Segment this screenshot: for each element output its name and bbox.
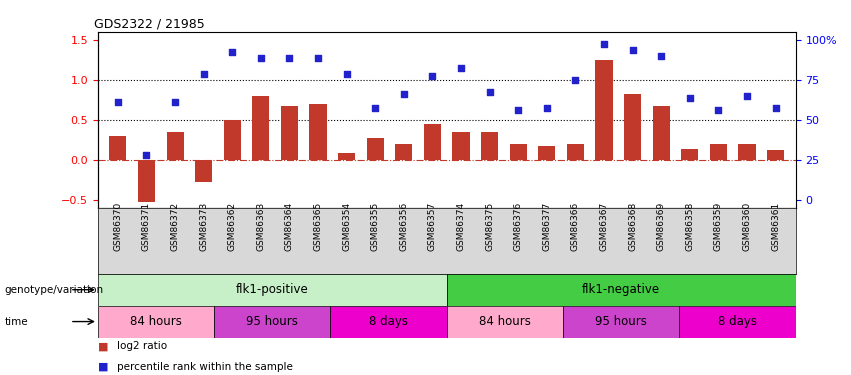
Point bbox=[768, 105, 782, 111]
Text: flk1-negative: flk1-negative bbox=[582, 283, 660, 296]
Point bbox=[483, 89, 496, 95]
Text: 84 hours: 84 hours bbox=[479, 315, 531, 328]
Bar bbox=[281, 106, 298, 160]
Bar bbox=[98, 274, 447, 306]
Bar bbox=[653, 106, 670, 160]
Bar bbox=[310, 104, 327, 160]
Bar bbox=[710, 144, 727, 160]
Bar bbox=[224, 120, 241, 160]
Bar bbox=[563, 306, 679, 338]
Point bbox=[111, 99, 125, 105]
Point bbox=[625, 47, 639, 53]
Bar bbox=[98, 306, 214, 338]
Bar bbox=[330, 306, 447, 338]
Bar bbox=[510, 144, 527, 160]
Bar bbox=[109, 136, 127, 160]
Bar bbox=[596, 60, 613, 160]
Point bbox=[311, 54, 325, 60]
Bar bbox=[539, 146, 556, 160]
Bar bbox=[367, 138, 384, 160]
Point bbox=[340, 71, 353, 77]
Point bbox=[197, 71, 210, 77]
Point bbox=[283, 54, 296, 60]
Bar bbox=[338, 153, 355, 160]
Text: 95 hours: 95 hours bbox=[247, 315, 298, 328]
Bar bbox=[453, 132, 470, 160]
Bar bbox=[447, 274, 796, 306]
Bar bbox=[682, 149, 699, 160]
Point bbox=[740, 93, 754, 99]
Bar bbox=[167, 132, 184, 160]
Text: 95 hours: 95 hours bbox=[596, 315, 647, 328]
Point bbox=[683, 94, 697, 100]
Point bbox=[254, 56, 268, 62]
Text: 8 days: 8 days bbox=[369, 315, 408, 328]
Bar bbox=[138, 160, 155, 202]
Bar bbox=[214, 306, 330, 338]
Bar bbox=[679, 306, 796, 338]
Bar bbox=[739, 144, 756, 160]
Point bbox=[511, 107, 525, 113]
Text: 8 days: 8 days bbox=[718, 315, 757, 328]
Text: time: time bbox=[4, 316, 28, 327]
Point bbox=[168, 99, 182, 105]
Bar bbox=[396, 144, 413, 160]
Point bbox=[397, 91, 411, 97]
Point bbox=[368, 105, 382, 111]
Bar bbox=[195, 160, 212, 183]
Bar bbox=[567, 144, 584, 160]
Point bbox=[140, 152, 153, 158]
Point bbox=[654, 53, 668, 59]
Text: 84 hours: 84 hours bbox=[130, 315, 182, 328]
Text: ■: ■ bbox=[98, 362, 108, 372]
Point bbox=[568, 77, 582, 83]
Point bbox=[426, 73, 439, 79]
Bar bbox=[447, 306, 563, 338]
Bar bbox=[767, 150, 785, 160]
Bar bbox=[424, 124, 441, 160]
Text: ■: ■ bbox=[98, 341, 108, 351]
Point bbox=[454, 65, 468, 71]
Point bbox=[226, 49, 239, 55]
Text: percentile rank within the sample: percentile rank within the sample bbox=[117, 362, 293, 372]
Text: GDS2322 / 21985: GDS2322 / 21985 bbox=[94, 18, 205, 31]
Text: genotype/variation: genotype/variation bbox=[4, 285, 103, 295]
Text: log2 ratio: log2 ratio bbox=[117, 341, 167, 351]
Point bbox=[711, 107, 725, 113]
Bar bbox=[624, 94, 642, 160]
Text: flk1-positive: flk1-positive bbox=[236, 283, 309, 296]
Bar bbox=[481, 132, 498, 160]
Point bbox=[597, 41, 611, 47]
Bar bbox=[252, 96, 270, 160]
Point bbox=[540, 105, 554, 111]
